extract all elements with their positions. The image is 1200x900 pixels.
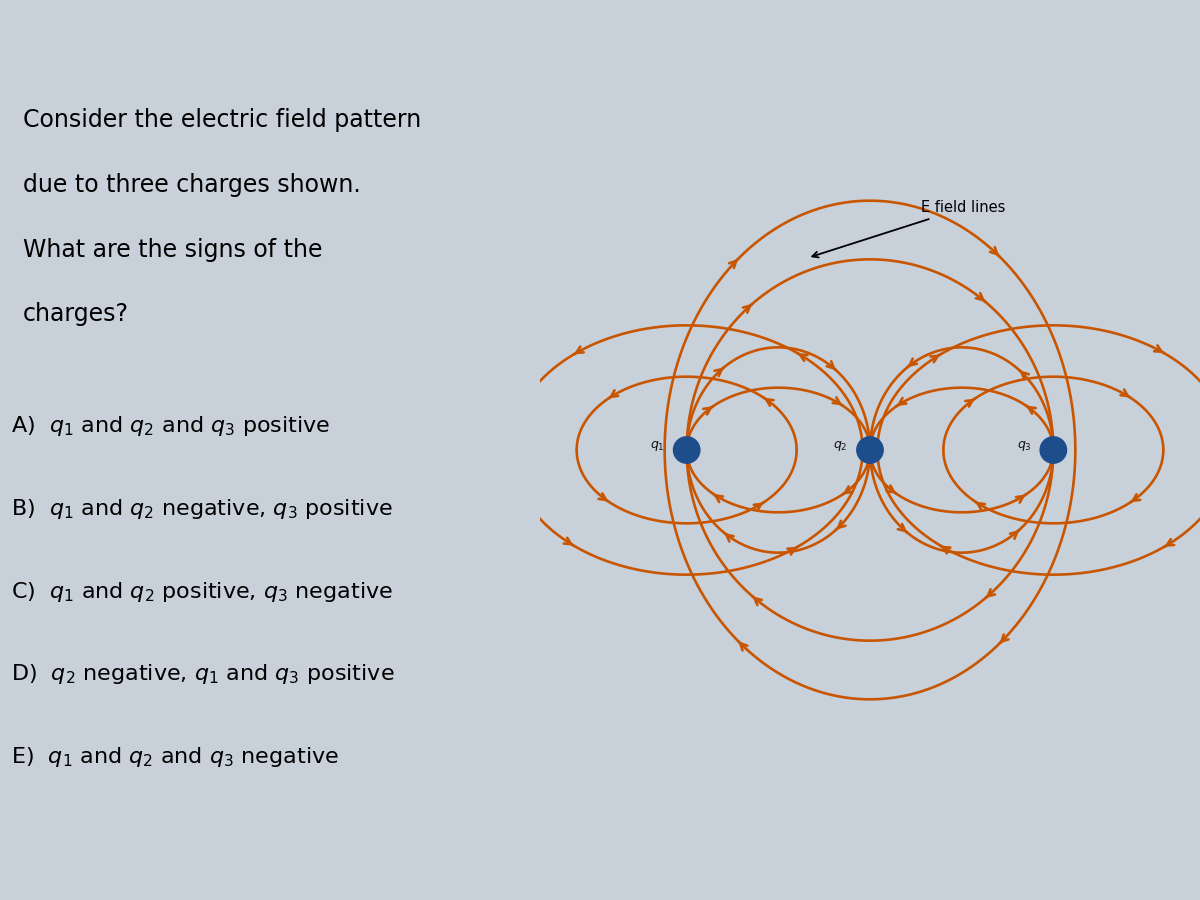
Circle shape [857, 436, 883, 464]
Circle shape [673, 436, 700, 464]
Text: charges?: charges? [23, 302, 128, 327]
Text: E)  $q_1$ and $q_2$ and $q_3$ negative: E) $q_1$ and $q_2$ and $q_3$ negative [11, 745, 340, 770]
Text: A)  $q_1$ and $q_2$ and $q_3$ positive: A) $q_1$ and $q_2$ and $q_3$ positive [11, 414, 330, 438]
Text: E field lines: E field lines [812, 201, 1006, 257]
Text: C)  $q_1$ and $q_2$ positive, $q_3$ negative: C) $q_1$ and $q_2$ positive, $q_3$ negat… [11, 580, 394, 604]
Text: $q_1$: $q_1$ [650, 439, 665, 454]
Text: Consider the electric field pattern: Consider the electric field pattern [23, 108, 421, 132]
Text: $q_2$: $q_2$ [834, 439, 848, 454]
Text: $q_3$: $q_3$ [1016, 439, 1031, 454]
Text: D)  $q_2$ negative, $q_1$ and $q_3$ positive: D) $q_2$ negative, $q_1$ and $q_3$ posit… [11, 662, 395, 687]
Text: due to three charges shown.: due to three charges shown. [23, 173, 360, 197]
Circle shape [1040, 436, 1067, 464]
Text: What are the signs of the: What are the signs of the [23, 238, 322, 262]
Text: B)  $q_1$ and $q_2$ negative, $q_3$ positive: B) $q_1$ and $q_2$ negative, $q_3$ posit… [11, 497, 392, 521]
